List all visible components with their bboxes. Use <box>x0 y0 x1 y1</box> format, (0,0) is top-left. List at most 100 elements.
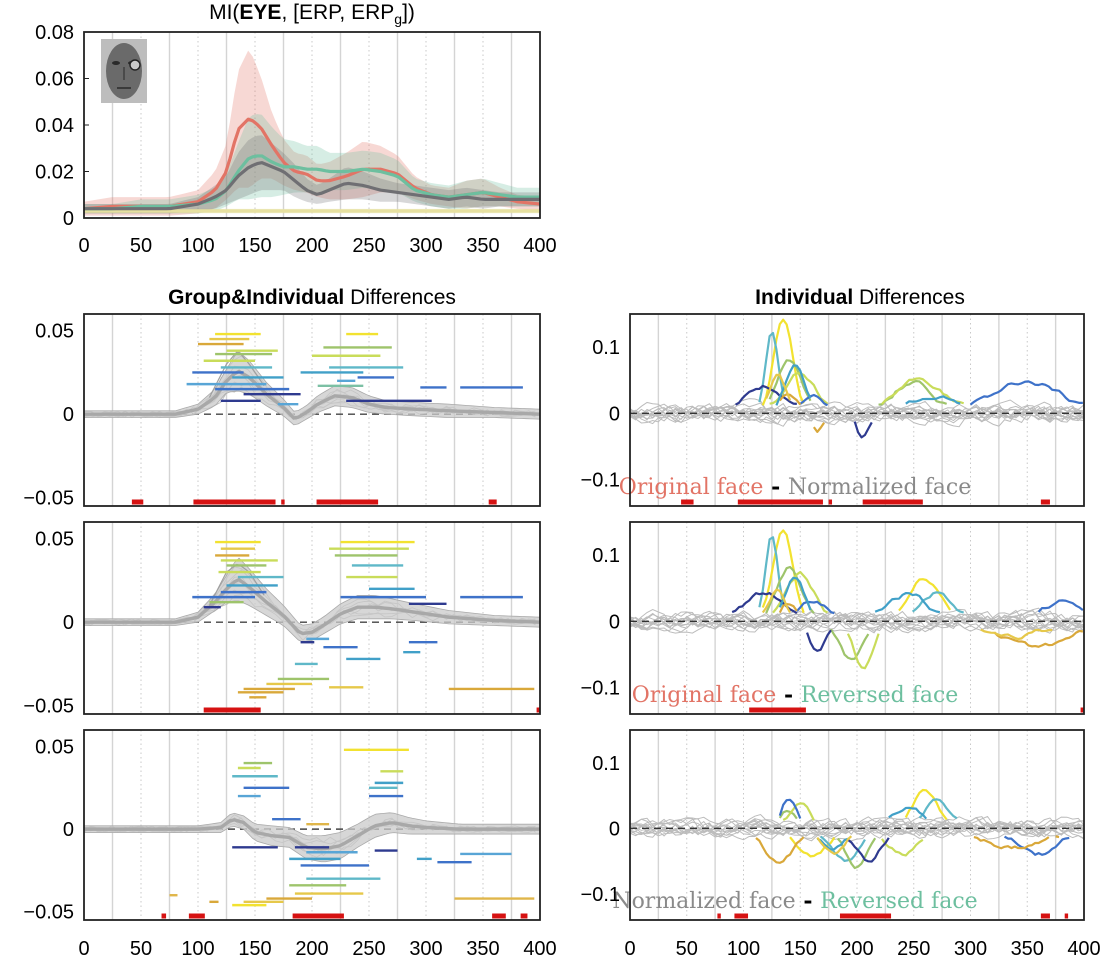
comparison-label-part: Reversed face <box>820 889 978 914</box>
x-tick-label: 400 <box>523 938 556 960</box>
series-line-reversed <box>84 154 540 211</box>
subject-trace-colored <box>755 836 805 864</box>
axes-frame <box>83 521 541 715</box>
comparison-label: Original face - Reversed face <box>632 682 959 708</box>
subject-trace-colored <box>765 373 792 401</box>
face-eye-left <box>112 61 120 65</box>
subject-trace-colored <box>881 838 924 857</box>
x-tick-label: 400 <box>523 235 556 257</box>
mi-title-bold: EYE <box>239 1 281 24</box>
subject-trace-gray <box>629 609 1085 633</box>
x-tick-label: 250 <box>352 938 385 960</box>
axes-frame <box>83 729 541 921</box>
x-tick-label: 200 <box>295 938 328 960</box>
subject-trace-colored <box>836 837 877 870</box>
mi-title-part: ]) <box>402 1 415 24</box>
subject-trace-colored <box>761 318 805 406</box>
comparison-label: Normalized face - Reversed face <box>612 888 977 914</box>
y-tick-label: −0.05 <box>23 902 74 924</box>
individual-diff-panel: Original face - Reversed face <box>629 521 1085 715</box>
x-tick-label: 350 <box>1011 938 1044 960</box>
y-tick-label: 0.1 <box>592 545 620 567</box>
subject-trace-gray <box>629 400 1085 423</box>
subject-trace-colored <box>778 602 798 614</box>
y-tick-label: 0.05 <box>35 321 74 343</box>
subject-trace-colored <box>1004 835 1070 856</box>
series-line-normalized <box>84 161 540 211</box>
x-tick-label: 50 <box>130 235 152 257</box>
subject-trace-colored <box>874 592 941 614</box>
x-tick-label: 350 <box>466 235 499 257</box>
x-tick-label: 100 <box>181 938 214 960</box>
subject-trace-colored <box>778 576 812 611</box>
subject-trace-gray <box>629 816 1085 836</box>
x-tick-label: 150 <box>238 235 271 257</box>
subject-trace-colored <box>735 384 797 406</box>
right-column-title: Individual Differences <box>755 286 965 309</box>
subject-trace-colored <box>973 836 1050 850</box>
x-tick-label: 100 <box>727 938 760 960</box>
y-tick-label: 0 <box>63 404 74 426</box>
y-tick-label: 0 <box>63 612 74 634</box>
subject-trace-colored <box>980 628 1053 641</box>
mi-title-subscript: g <box>394 11 402 27</box>
subject-trace-colored <box>812 422 825 433</box>
subject-trace-colored <box>1037 599 1084 613</box>
mi-title-part: MI( <box>209 1 239 24</box>
mi-title: MI(EYE, [ERP, ERPg]) <box>209 1 415 27</box>
x-tick-label: 50 <box>130 938 152 960</box>
subject-trace-colored <box>765 565 815 614</box>
subject-trace-colored <box>888 806 928 820</box>
subject-trace-colored <box>911 591 964 614</box>
y-tick-label: 0 <box>63 208 74 230</box>
x-tick-label: 0 <box>78 235 89 257</box>
subject-trace-gray <box>629 609 1085 633</box>
subject-trace-colored <box>829 628 870 661</box>
comparison-label-part: Normalized face <box>788 475 971 500</box>
left-title-bold: Group&Individual <box>168 286 344 309</box>
subject-trace-colored <box>806 629 832 652</box>
peak-trace <box>208 351 265 398</box>
comparison-label-part: Original face <box>632 683 777 708</box>
x-tick-label: 150 <box>784 938 817 960</box>
subject-trace-gray <box>629 399 1085 422</box>
mean-band <box>83 557 541 643</box>
comparison-label-part: Original face <box>619 475 764 500</box>
axes-frame <box>629 313 1085 507</box>
subject-trace-colored <box>782 802 815 821</box>
subject-trace-colored <box>796 600 835 615</box>
x-tick-label: 250 <box>897 938 930 960</box>
y-tick-label: 0 <box>609 611 620 633</box>
x-tick-label: 50 <box>676 938 698 960</box>
subject-trace-colored <box>799 393 829 407</box>
y-tick-label: 0.04 <box>35 115 74 137</box>
comparison-label: Original face - Normalized face <box>619 474 971 500</box>
y-tick-label: 0.05 <box>35 529 74 551</box>
subject-trace-colored <box>816 835 853 855</box>
subject-trace-gray <box>629 398 1085 423</box>
subject-trace-colored <box>846 633 880 670</box>
comparison-label-part: Normalized face <box>612 889 795 914</box>
y-tick-label: 0 <box>609 403 620 425</box>
subject-trace-colored <box>761 588 791 614</box>
comparison-label-part: - <box>776 682 800 708</box>
band-reversed <box>84 114 540 214</box>
comparison-label-part: Reversed face <box>801 683 959 708</box>
comparison-label-part: - <box>763 474 787 500</box>
y-tick-label: 0 <box>63 819 74 841</box>
subject-trace-colored <box>993 629 1084 648</box>
x-tick-label: 300 <box>409 938 442 960</box>
x-tick-label: 400 <box>1067 938 1100 960</box>
group-diff-panel <box>83 729 541 921</box>
y-tick-label: 0.08 <box>35 22 74 44</box>
y-tick-label: −0.05 <box>23 696 74 718</box>
y-tick-label: 0.06 <box>35 69 74 91</box>
axes-frame <box>83 313 541 507</box>
x-tick-label: 0 <box>624 938 635 960</box>
subject-trace-colored <box>768 359 812 402</box>
subject-trace-colored <box>969 380 1083 406</box>
subject-trace-colored <box>816 837 849 851</box>
y-tick-label: −0.1 <box>581 470 620 492</box>
subject-trace-colored <box>772 570 829 614</box>
subject-trace-colored <box>905 395 961 405</box>
